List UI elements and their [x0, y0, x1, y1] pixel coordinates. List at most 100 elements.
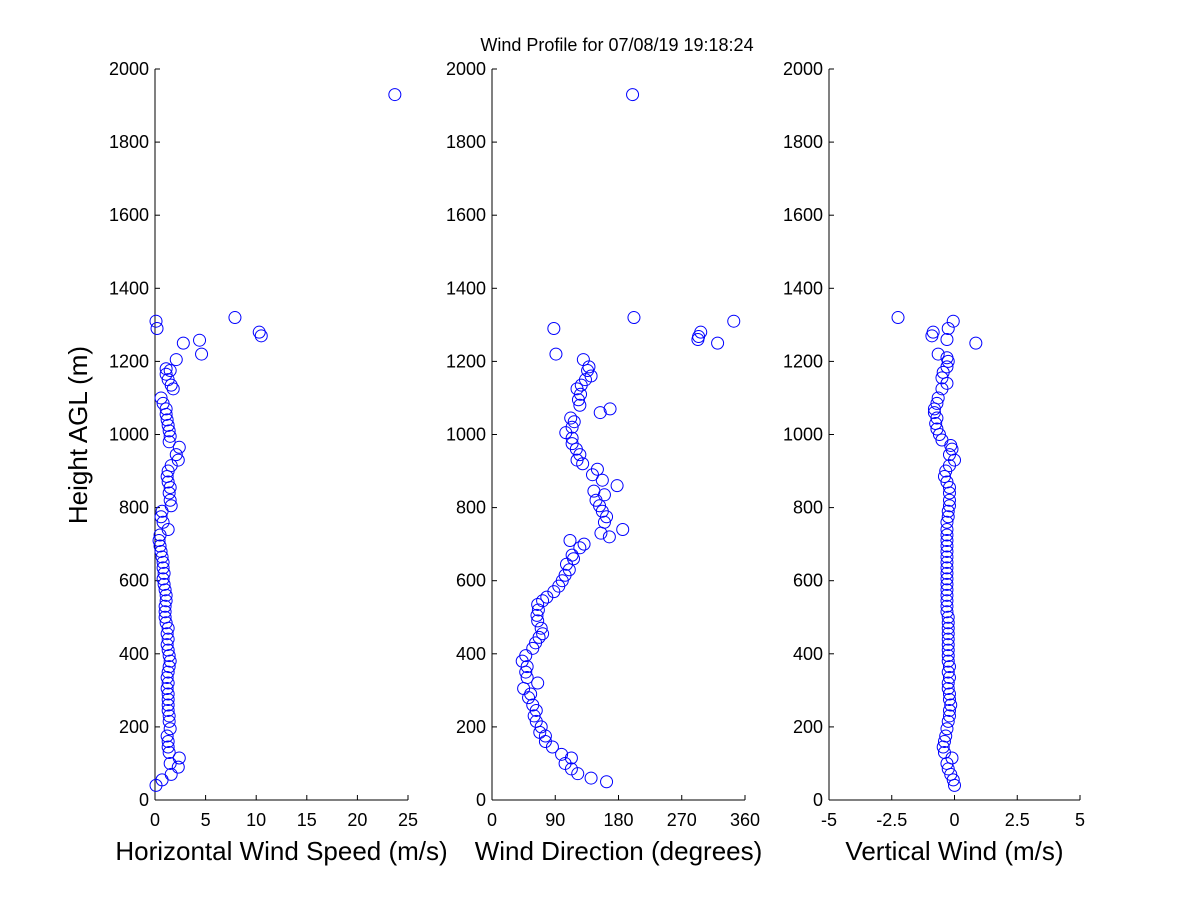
data-point	[595, 473, 609, 487]
data-point	[156, 515, 170, 529]
data-point	[163, 493, 177, 507]
data-point	[590, 462, 604, 476]
data-point	[161, 698, 175, 712]
x-tick-label: 2.5	[1005, 810, 1030, 830]
data-point	[161, 692, 175, 706]
data-point	[195, 347, 209, 361]
data-point	[941, 632, 955, 646]
data-point	[160, 627, 174, 641]
data-point	[153, 539, 167, 553]
x-tick-label: -2.5	[876, 810, 907, 830]
y-tick-label: 1800	[109, 132, 149, 152]
y-tick-label: 1600	[783, 205, 823, 225]
y-tick-label: 200	[456, 717, 486, 737]
data-point	[942, 709, 956, 723]
data-point	[570, 382, 584, 396]
data-point	[171, 453, 185, 467]
data-point	[941, 504, 955, 518]
data-point	[576, 353, 590, 367]
data-point	[162, 745, 176, 759]
data-point	[152, 533, 166, 547]
y-tick-label: 0	[476, 790, 486, 810]
data-point	[154, 391, 168, 405]
data-point	[941, 643, 955, 657]
data-point	[941, 714, 955, 728]
data-point	[158, 583, 172, 597]
data-point	[940, 550, 954, 564]
data-point	[931, 347, 945, 361]
data-point	[941, 665, 955, 679]
data-point	[940, 351, 954, 365]
data-point	[940, 588, 954, 602]
data-point	[158, 599, 172, 613]
data-point	[930, 422, 944, 436]
y-tick-label: 0	[813, 790, 823, 810]
data-point	[254, 329, 268, 343]
data-point	[597, 515, 611, 529]
data-point	[565, 437, 579, 451]
data-point	[163, 429, 177, 443]
y-tick-label: 400	[793, 644, 823, 664]
data-point	[161, 475, 175, 489]
data-point	[940, 583, 954, 597]
data-point	[158, 610, 172, 624]
data-point	[610, 479, 624, 493]
data-point	[156, 561, 170, 575]
subplot-direction: 0 200 400 600 800 1000 1200 1400 1600 1800 2000 0 90…	[446, 59, 762, 866]
x-tick-label: -5	[821, 810, 837, 830]
data-point	[547, 322, 561, 336]
data-point	[626, 88, 640, 102]
data-point	[149, 314, 163, 328]
data-point	[555, 747, 569, 761]
data-point	[942, 692, 956, 706]
data-point	[941, 627, 955, 641]
data-point	[531, 614, 545, 628]
data-point	[169, 448, 183, 462]
data-point	[565, 548, 579, 562]
y-tick-label: 1600	[109, 205, 149, 225]
data-point	[162, 649, 176, 663]
data-point	[616, 523, 630, 537]
data-point	[156, 396, 170, 410]
data-point	[941, 616, 955, 630]
data-point	[159, 362, 173, 376]
data-point	[527, 709, 541, 723]
data-point	[942, 671, 956, 685]
data-point	[946, 314, 960, 328]
data-point	[156, 572, 170, 586]
data-point	[157, 577, 171, 591]
data-point	[161, 676, 175, 690]
data-point	[160, 682, 174, 696]
data-point	[941, 621, 955, 635]
x-tick-label: 5	[1075, 810, 1085, 830]
data-point	[942, 499, 956, 513]
data-point	[942, 687, 956, 701]
data-point	[940, 533, 954, 547]
data-point	[162, 435, 176, 449]
chart-title: Wind Profile for 07/08/19 19:18:24	[480, 35, 753, 55]
y-tick-label: 800	[119, 498, 149, 518]
data-point	[252, 325, 266, 339]
data-point	[937, 745, 951, 759]
data-point	[937, 735, 951, 749]
data-point	[931, 391, 945, 405]
y-tick-label: 1200	[783, 351, 823, 371]
data-point	[940, 599, 954, 613]
data-point	[940, 539, 954, 553]
data-point	[573, 398, 587, 412]
data-point	[158, 605, 172, 619]
data-point	[942, 703, 956, 717]
subplot-speed: 0 200 400 600 800 1000 1200 1400 1600 1800 2000 0 5 1…	[109, 59, 448, 866]
data-point	[940, 360, 954, 374]
data-point	[940, 561, 954, 575]
y-tick-label: 200	[793, 717, 823, 737]
data-point	[161, 643, 175, 657]
data-point	[531, 603, 545, 617]
x-tick-label: 0	[949, 810, 959, 830]
data-point	[161, 632, 175, 646]
data-point	[159, 588, 173, 602]
data-point	[571, 393, 585, 407]
data-point	[534, 621, 548, 635]
y-tick-label: 1400	[783, 278, 823, 298]
